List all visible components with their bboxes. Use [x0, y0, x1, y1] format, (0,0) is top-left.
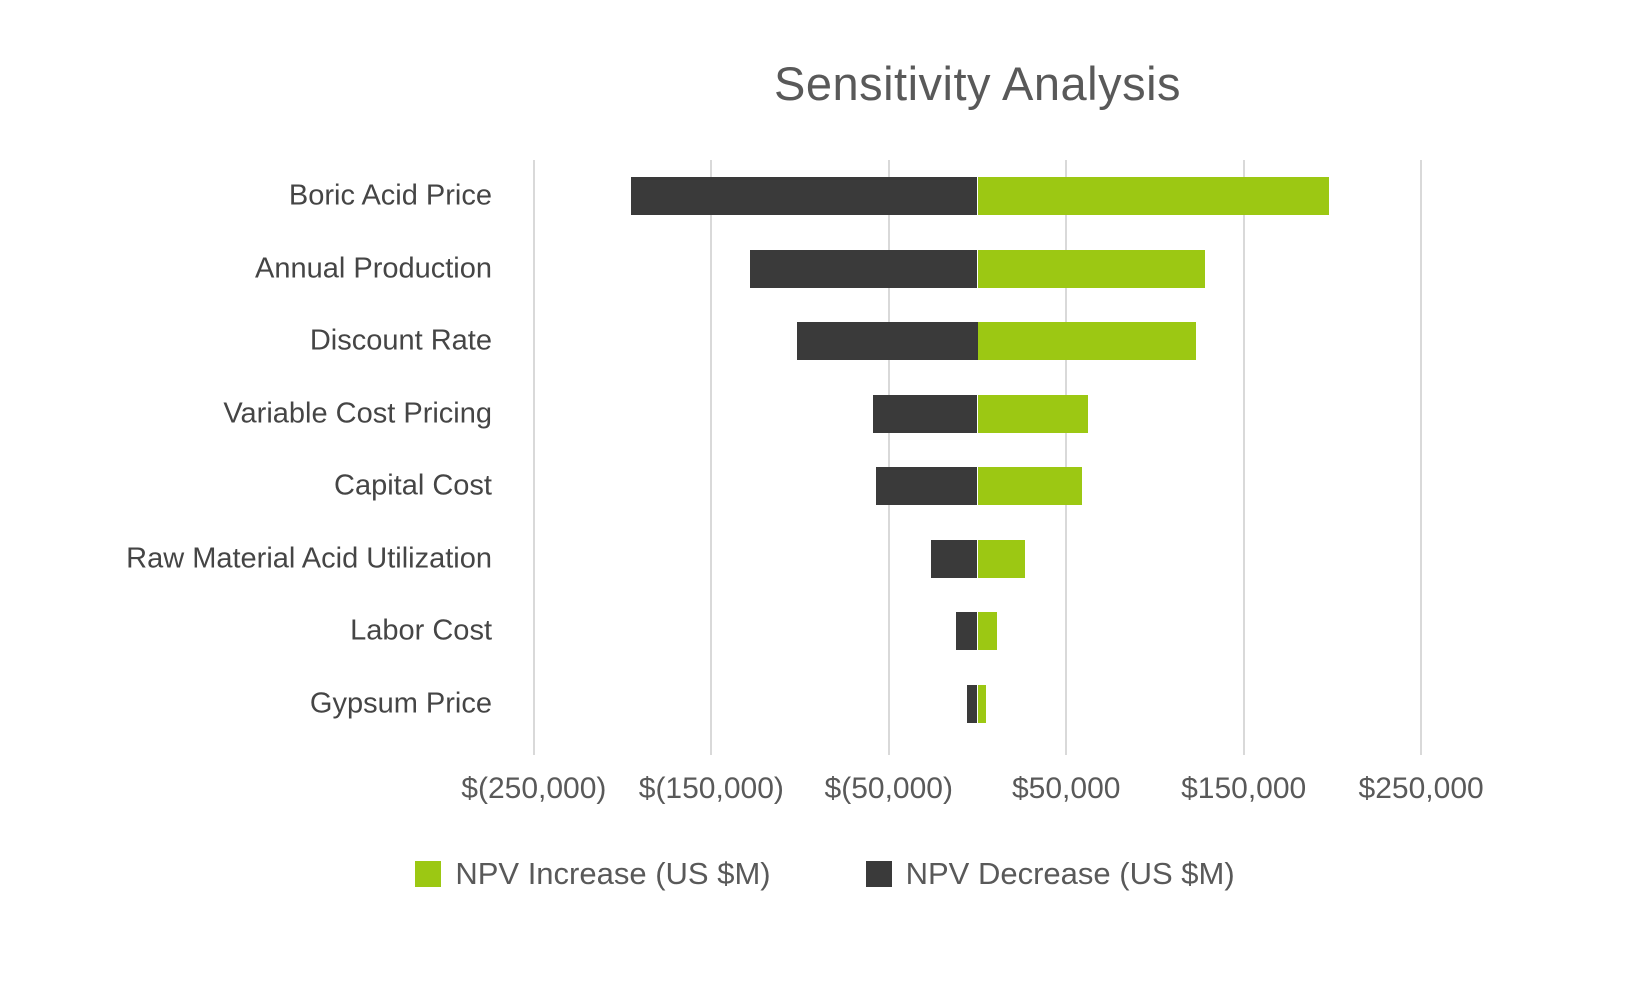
- legend-swatch-icon: [415, 861, 442, 887]
- category-axis: Boric Acid Price Annual Production Discoun…: [0, 160, 492, 740]
- category-label: Annual Production: [255, 252, 492, 285]
- category-label: Gypsum Price: [309, 687, 492, 720]
- x-axis-tick-label: $150,000: [1181, 772, 1307, 805]
- bar-npv-decrease: [796, 322, 978, 361]
- legend-label: NPV Increase (US $M): [455, 856, 771, 891]
- gridline: [887, 160, 890, 755]
- bar-npv-increase: [977, 249, 1205, 288]
- bar-npv-decrease: [750, 249, 978, 288]
- category-label: Discount Rate: [309, 324, 492, 357]
- category-label: Labor Cost: [350, 614, 492, 647]
- category-label: Variable Cost Pricing: [223, 397, 492, 430]
- bar-npv-increase: [977, 612, 998, 651]
- gridline: [532, 160, 535, 755]
- bar-npv-increase: [977, 684, 987, 723]
- category-label: Boric Acid Price: [288, 179, 492, 212]
- legend-label: NPV Decrease (US $M): [905, 856, 1235, 891]
- bar-npv-increase: [977, 177, 1329, 216]
- gridline: [710, 160, 713, 755]
- category-label: Raw Material Acid Utilization: [126, 542, 492, 575]
- bar-npv-decrease: [872, 394, 978, 433]
- x-axis-tick-label: $(50,000): [824, 772, 953, 805]
- bar-npv-decrease: [931, 539, 978, 578]
- bar-npv-decrease: [966, 684, 978, 723]
- x-axis-tick-label: $(250,000): [461, 772, 607, 805]
- plot-area: [525, 160, 1430, 755]
- legend-swatch-icon: [865, 861, 892, 887]
- category-label: Capital Cost: [334, 469, 492, 502]
- bar-npv-increase: [977, 467, 1083, 506]
- bar-npv-increase: [977, 394, 1088, 433]
- x-axis-tick-label: $50,000: [1011, 772, 1121, 805]
- gridline: [1065, 160, 1068, 755]
- chart-title: Sensitivity Analysis: [773, 57, 1182, 110]
- bar-npv-decrease: [876, 467, 978, 506]
- gridline: [1242, 160, 1245, 755]
- legend: NPV Increase (US $M) NPV Decrease (US $M): [0, 856, 1650, 892]
- x-axis: $(250,000) $(150,000) $(50,000) $50,000 $150…: [0, 772, 1650, 812]
- legend-item: NPV Decrease (US $M): [865, 856, 1235, 892]
- bar-npv-decrease: [956, 612, 978, 651]
- bar-npv-increase: [977, 539, 1026, 578]
- bar-npv-decrease: [631, 177, 978, 216]
- legend-item: NPV Increase (US $M): [415, 856, 771, 892]
- x-axis-tick-label: $(150,000): [638, 772, 784, 805]
- gridline: [1420, 160, 1423, 755]
- x-axis-tick-label: $250,000: [1358, 772, 1484, 805]
- bar-npv-increase: [977, 322, 1196, 361]
